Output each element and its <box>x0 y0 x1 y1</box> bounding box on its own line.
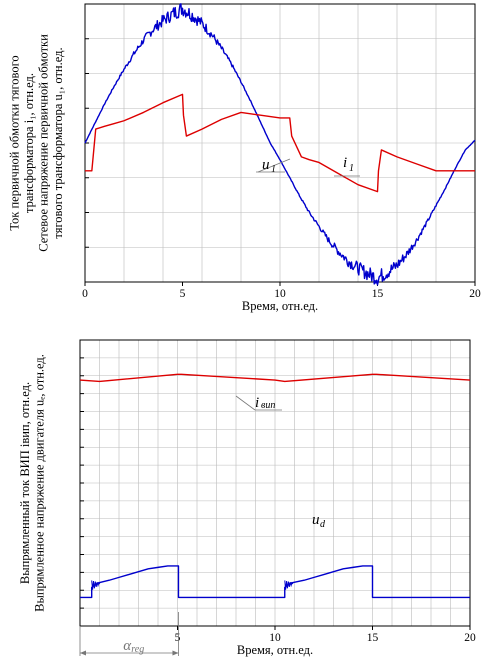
chart-2-y-axis-label-line: Выпрямленное напряжение двигателя uₑ, от… <box>32 354 46 612</box>
chart-1-series-u1 <box>84 3 476 286</box>
chart-1-x-tick-label: 0 <box>82 288 88 300</box>
chart-1-annotation-u1-text: u <box>262 157 270 173</box>
chart-2-alpha-reg-arrow-right <box>172 650 179 656</box>
chart-2-y-axis-label: Выпрямленный ток ВИП iвип, отн.ед. Выпрям… <box>18 354 47 612</box>
chart-1-annotation-u1-leader <box>257 158 291 173</box>
chart-2-x-tick-label: 15 <box>367 632 379 644</box>
chart-2-x-axis-label: Время, отн.ед. <box>237 643 313 657</box>
chart-2-annotation-ivip-sub: вип <box>261 400 275 411</box>
chart-2-frame: 5 10 15 20 Время, отн.ед. <box>79 339 476 657</box>
chart-2-series-ud <box>80 565 470 599</box>
chart-2-annotation-alpha-reg: α reg <box>79 612 179 656</box>
chart-2-ud-ringing <box>284 580 294 590</box>
chart-1-annotation-i1-text: i <box>343 155 347 171</box>
chart-2-annotation-alpha-reg-sub: reg <box>131 644 144 655</box>
chart-1-x-tick-label: 5 <box>180 288 186 300</box>
chart-2-annotation-ivip-leader <box>235 395 256 411</box>
chart-2-x-tick-label: 20 <box>464 632 476 644</box>
chart-2-alpha-reg-arrow-left <box>80 650 86 656</box>
chart-1-annotation-i1-sub: 1 <box>349 163 354 174</box>
chart-1-y-axis-label-line: Сетевое напряжение первичной обмотки <box>36 34 50 252</box>
chart-2-annotation-ud-text: u <box>312 512 320 528</box>
chart-2-annotation-alpha-reg-text: α <box>123 638 132 654</box>
chart-2-annotation-ud-sub: d <box>320 519 326 530</box>
chart-2-y-axis-label-line: Выпрямленный ток ВИП iвип, отн.ед. <box>18 382 32 584</box>
chart-1-annotation-u1-sub: 1 <box>271 164 276 175</box>
chart-1-x-tick-label: 10 <box>274 288 286 300</box>
chart-1-x-tick-label: 15 <box>372 288 384 300</box>
chart-2-x-tick-label: 10 <box>269 632 281 644</box>
chart-2-x-tick-label: 5 <box>175 632 181 644</box>
chart-2-annotation-ivip-text: i <box>255 395 259 411</box>
chart-2-ud-ringing <box>91 580 101 590</box>
chart-1-y-axis-label: Ток первичной обмотки тягового трансформа… <box>7 34 65 252</box>
chart-1-frame: 0 5 10 15 20 Время, отн.ед. <box>82 3 481 313</box>
chart-1-x-axis-label: Время, отн.ед. <box>242 299 318 313</box>
chart-1-y-axis-label-line: трансформатора i₁, отн.ед. <box>22 73 36 213</box>
chart-1-y-axis-label-line: Ток первичной обмотки тягового <box>7 55 21 230</box>
chart-1-series-i1 <box>85 93 475 193</box>
chart-2-annotation-ivip: i вип <box>235 395 282 411</box>
chart-2-series-ivip <box>79 373 471 383</box>
chart-1-x-tick-label: 20 <box>469 288 481 300</box>
chart-1-y-axis-label-line: тягового трансформатора u₁, отн.ед. <box>51 47 65 238</box>
